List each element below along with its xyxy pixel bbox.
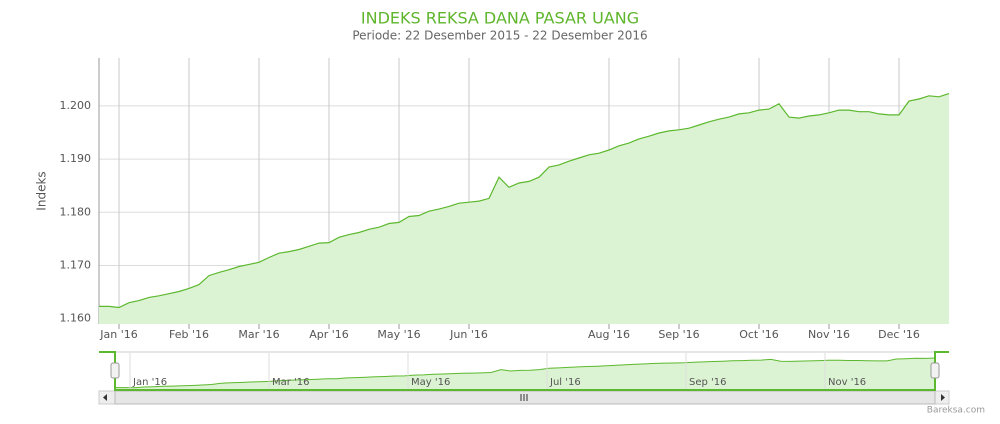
y-tick-label: 1.200 xyxy=(60,99,92,112)
x-tick-label: Jan '16 xyxy=(99,328,137,341)
x-tick-label: Apr '16 xyxy=(309,328,349,341)
line xyxy=(99,93,950,309)
x-tick-label: May '16 xyxy=(377,328,420,341)
navigator-line xyxy=(115,357,936,389)
navigator-label: Sep '16 xyxy=(689,377,727,388)
x-tick-label: Feb '16 xyxy=(169,328,209,341)
navigator-outline xyxy=(99,351,949,391)
navigator-area xyxy=(115,358,935,390)
x-tick-label: Dec '16 xyxy=(878,328,920,341)
x-tick-label: Jun '16 xyxy=(449,328,488,341)
navigator-label: Jan '16 xyxy=(132,377,167,388)
navigator-label: Mar '16 xyxy=(272,377,310,388)
credit: Bareksa.com xyxy=(927,406,985,416)
y-axis-title: Indeks xyxy=(35,171,49,210)
chart-title: INDEKS REKSA DANA PASAR UANG xyxy=(361,9,639,28)
x-tick-label: Nov '16 xyxy=(808,328,850,341)
x-tick-label: Mar '16 xyxy=(238,328,279,341)
scrollbar-grip xyxy=(520,394,528,401)
chart-subtitle: Periode: 22 Desember 2015 - 22 Desember … xyxy=(352,29,647,43)
navigator-handle[interactable] xyxy=(930,362,940,379)
y-tick-label: 1.190 xyxy=(60,152,92,165)
y-tick-label: 1.180 xyxy=(60,205,92,218)
navigator-label: May '16 xyxy=(411,377,450,388)
navigator-label: Nov '16 xyxy=(828,377,866,388)
navigator-label: Jul '16 xyxy=(549,377,581,388)
y-tick-label: 1.160 xyxy=(60,312,92,325)
area-fill xyxy=(99,93,949,324)
x-tick-label: Oct '16 xyxy=(739,328,779,341)
y-tick-label: 1.170 xyxy=(60,258,92,271)
navigator-handle[interactable] xyxy=(110,362,120,379)
scrollbar-thumb[interactable] xyxy=(114,390,936,405)
x-tick-label: Sep '16 xyxy=(658,328,699,341)
x-tick-label: Aug '16 xyxy=(588,328,630,341)
